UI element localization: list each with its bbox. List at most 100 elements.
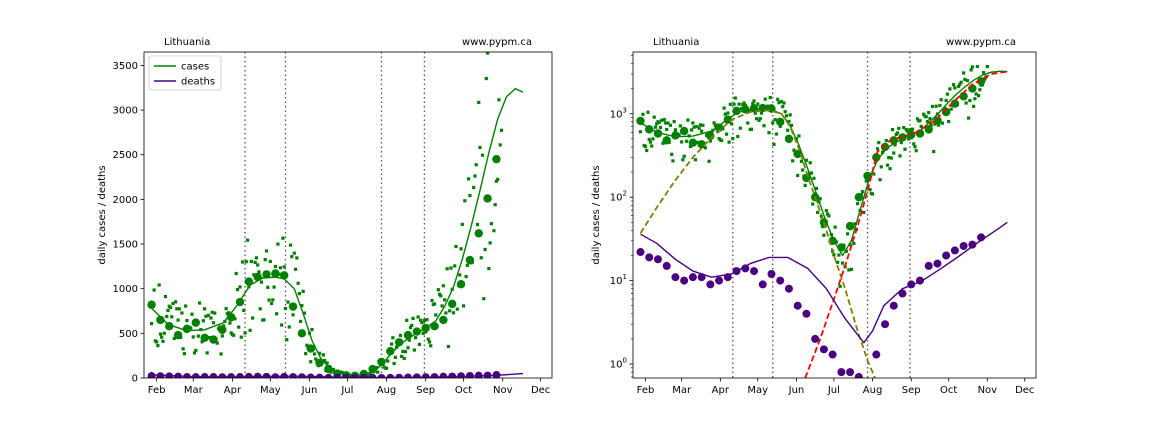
daily-case-dot xyxy=(836,260,840,264)
daily-case-dot xyxy=(703,146,707,150)
death-point xyxy=(715,276,724,285)
case-point xyxy=(324,364,333,374)
daily-case-dot xyxy=(278,266,283,270)
daily-case-dot xyxy=(301,289,305,293)
daily-case-dot xyxy=(940,121,945,125)
daily-case-dot xyxy=(925,119,930,124)
daily-case-dot xyxy=(964,101,968,105)
case-point xyxy=(244,277,254,286)
daily-case-dot xyxy=(928,117,932,121)
death-point xyxy=(767,270,776,279)
daily-case-dot xyxy=(305,343,309,347)
daily-case-dot xyxy=(180,311,184,315)
daily-case-dot xyxy=(182,352,187,356)
daily-case-dot xyxy=(264,249,269,253)
daily-case-dot xyxy=(280,323,284,327)
daily-case-dot xyxy=(929,123,933,127)
daily-case-dot xyxy=(880,150,885,154)
death-point xyxy=(802,309,811,318)
daily-case-dot xyxy=(972,104,976,108)
daily-case-dot xyxy=(273,264,277,269)
daily-case-dot xyxy=(492,229,496,233)
daily-case-dot xyxy=(499,128,504,132)
log-location-label: Lithuania xyxy=(653,37,699,48)
daily-case-dot xyxy=(914,149,918,153)
daily-case-dot xyxy=(978,88,982,92)
daily-case-dot xyxy=(771,121,775,125)
death-point xyxy=(680,276,689,285)
death-point xyxy=(968,240,977,249)
daily-case-dot xyxy=(756,102,760,106)
daily-case-dot xyxy=(498,143,502,147)
death-point xyxy=(898,289,907,298)
x-tick-label: Apr xyxy=(224,385,242,396)
y-tick-label: 102 xyxy=(610,190,627,204)
daily-case-dot xyxy=(784,114,789,118)
daily-case-dot xyxy=(235,287,240,292)
daily-case-dot xyxy=(983,77,987,81)
daily-case-dot xyxy=(752,99,756,103)
daily-case-dot xyxy=(430,298,434,303)
daily-case-dot xyxy=(737,102,741,106)
daily-case-dot xyxy=(472,185,476,190)
daily-case-dot xyxy=(201,319,205,323)
legend-label-cases: cases xyxy=(181,62,209,73)
daily-case-dot xyxy=(959,80,963,84)
daily-case-dot xyxy=(392,361,396,366)
daily-case-dot xyxy=(893,143,897,147)
daily-case-dot xyxy=(295,256,299,260)
daily-case-dot xyxy=(238,285,242,289)
daily-case-dot xyxy=(158,332,163,336)
daily-case-dot xyxy=(773,118,777,122)
daily-case-dot xyxy=(666,121,670,125)
daily-case-dot xyxy=(220,334,224,338)
daily-case-dot xyxy=(312,352,317,356)
daily-case-dot xyxy=(875,147,880,151)
daily-case-dot xyxy=(753,111,757,115)
daily-case-dot xyxy=(732,102,736,106)
daily-case-dot xyxy=(184,304,188,308)
daily-case-dot xyxy=(252,273,256,277)
daily-case-dot xyxy=(692,125,696,129)
linear-source-label: www.pypm.ca xyxy=(462,37,532,48)
daily-case-dot xyxy=(411,316,415,321)
daily-case-dot xyxy=(281,236,285,240)
case-point xyxy=(288,302,298,311)
daily-case-dot xyxy=(340,371,344,375)
daily-case-dot xyxy=(686,118,690,122)
daily-case-dot xyxy=(799,159,804,163)
x-tick-label: Oct xyxy=(455,385,472,396)
case-point xyxy=(688,138,698,147)
daily-case-dot xyxy=(453,264,457,268)
daily-case-dot xyxy=(445,267,449,271)
daily-case-dot xyxy=(729,122,734,126)
linear-location-label: Lithuania xyxy=(164,37,210,48)
daily-case-dot xyxy=(776,97,780,101)
case-point xyxy=(845,221,855,231)
daily-case-dot xyxy=(473,174,477,178)
x-tick-label: May xyxy=(260,385,281,396)
daily-case-dot xyxy=(229,331,233,335)
daily-case-dot xyxy=(426,337,430,341)
daily-case-dot xyxy=(213,311,217,315)
daily-case-dot xyxy=(412,348,416,352)
daily-case-dot xyxy=(719,138,724,143)
daily-case-dot xyxy=(485,52,490,55)
death-point xyxy=(784,284,793,293)
daily-case-dot xyxy=(786,128,790,132)
case-point xyxy=(706,131,715,141)
daily-case-dot xyxy=(953,86,957,90)
daily-case-dot xyxy=(474,163,478,167)
case-point xyxy=(386,347,395,356)
daily-case-dot xyxy=(163,294,168,299)
daily-case-dot xyxy=(855,202,860,206)
daily-case-dot xyxy=(754,117,759,121)
deaths-fit-line xyxy=(151,372,523,378)
daily-case-dot xyxy=(680,140,684,144)
daily-case-dot xyxy=(170,315,174,319)
daily-case-dot xyxy=(421,331,425,335)
daily-case-dot xyxy=(682,154,686,158)
daily-case-dot xyxy=(688,144,692,149)
daily-case-dot xyxy=(323,358,327,363)
log-x-axis: Feb Mar Apr May Jun Jul Aug Sep Oct Nov Dec xyxy=(637,378,1034,396)
